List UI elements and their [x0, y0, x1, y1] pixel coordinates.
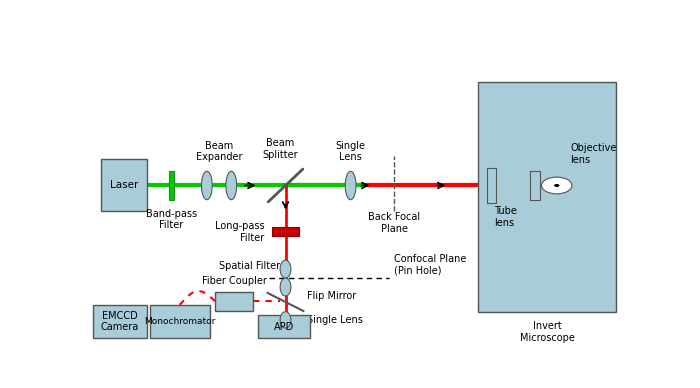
Polygon shape [280, 260, 291, 278]
Text: Single
Lens: Single Lens [335, 141, 365, 162]
Polygon shape [280, 278, 291, 296]
Text: Band-pass
Filter: Band-pass Filter [146, 209, 197, 230]
Bar [215, 291, 253, 311]
Bar [150, 305, 209, 338]
Text: Long-pass
Filter: Long-pass Filter [215, 221, 265, 242]
Bar [487, 168, 496, 203]
Bar [530, 171, 540, 201]
Polygon shape [226, 171, 237, 200]
Bar [272, 227, 298, 236]
Polygon shape [280, 312, 291, 328]
Circle shape [554, 184, 559, 187]
Text: EMCCD
Camera: EMCCD Camera [101, 311, 139, 332]
Text: Tube
lens: Tube lens [494, 206, 517, 228]
Circle shape [542, 177, 572, 194]
Text: Back Focal
Plane: Back Focal Plane [368, 212, 420, 234]
Bar [101, 159, 147, 211]
Text: Single Lens: Single Lens [307, 315, 363, 325]
Text: Flip Mirror: Flip Mirror [307, 291, 356, 301]
Bar [478, 82, 617, 312]
Text: Spatial Filter: Spatial Filter [219, 261, 280, 271]
Text: Monochromator: Monochromator [144, 317, 216, 326]
Text: Beam
Splitter: Beam Splitter [262, 139, 298, 160]
Polygon shape [345, 171, 356, 200]
Text: Objective
lens: Objective lens [570, 143, 617, 165]
Text: Laser: Laser [110, 180, 139, 190]
Text: APD: APD [274, 322, 294, 332]
Text: Beam
Expander: Beam Expander [196, 141, 242, 162]
Text: Invert
Microscope: Invert Microscope [520, 321, 575, 343]
Text: Fiber Coupler: Fiber Coupler [202, 275, 267, 286]
Bar [169, 171, 174, 200]
Bar [258, 315, 310, 338]
Bar [93, 305, 147, 338]
Text: Confocal Plane
(Pin Hole): Confocal Plane (Pin Hole) [394, 253, 466, 275]
Polygon shape [202, 171, 212, 200]
